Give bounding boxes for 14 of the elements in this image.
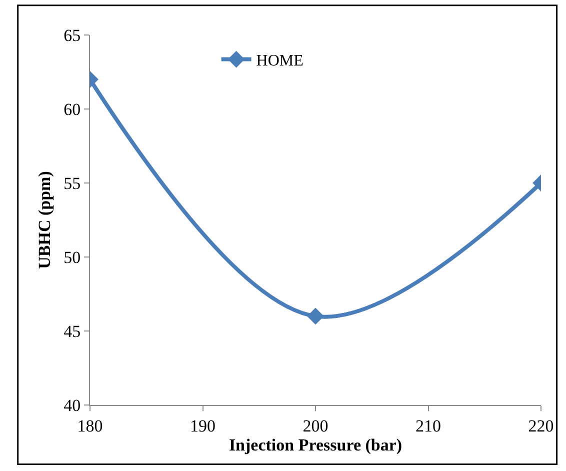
x-tick-label: 220 xyxy=(528,416,554,436)
y-tick-label: 50 xyxy=(64,248,81,267)
x-axis-title: Injection Pressure (bar) xyxy=(228,435,402,454)
y-tick-label: 55 xyxy=(64,174,81,193)
y-tick-label: 45 xyxy=(64,322,81,341)
y-tick-label: 40 xyxy=(64,396,81,415)
y-axis-title: UBHC (ppm) xyxy=(35,171,54,269)
x-tick-label: 180 xyxy=(77,416,103,436)
y-tick-label: 65 xyxy=(64,26,81,45)
y-tick-label: 60 xyxy=(64,100,81,119)
x-tick-label: 190 xyxy=(190,416,216,436)
x-tick-label: 210 xyxy=(416,416,441,436)
legend-label: HOME xyxy=(256,52,304,70)
x-tick-label: 200 xyxy=(302,416,328,436)
